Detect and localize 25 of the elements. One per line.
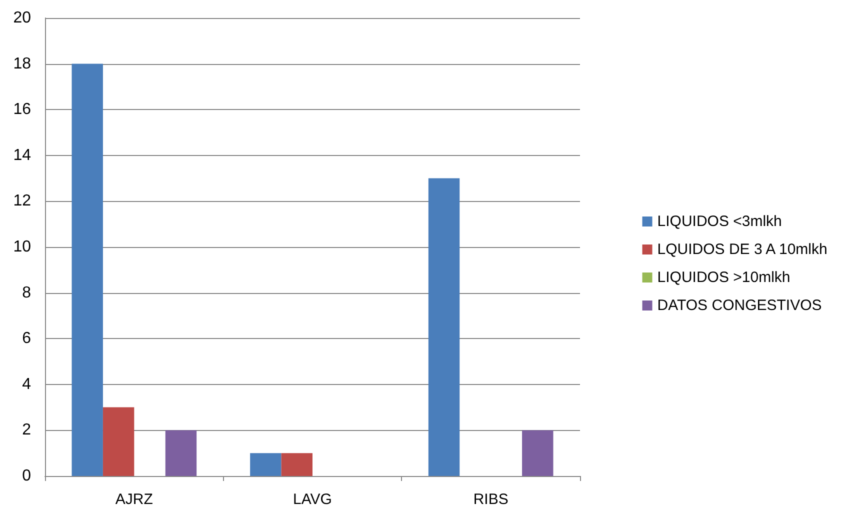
y-tick-label: 4: [22, 376, 32, 393]
bar: [102, 407, 134, 476]
bar: [522, 430, 554, 476]
x-tick-label: AJRZ: [115, 491, 153, 508]
bar: [250, 453, 282, 476]
legend-label: LIQUIDOS >10mlkh: [657, 269, 790, 286]
y-tick-label: 18: [13, 55, 32, 72]
bar: [428, 178, 460, 476]
y-tick-label: 10: [13, 238, 32, 256]
legend-label: LIQUIDOS <3mlkh: [657, 213, 782, 230]
y-tick-label: 12: [13, 192, 32, 210]
y-tick-label: 0: [22, 468, 32, 484]
y-tick-label: 6: [22, 330, 32, 348]
bar: [72, 64, 103, 476]
y-tick-label: 8: [22, 284, 32, 302]
legend-label: DATOS CONGESTIVOS: [657, 297, 822, 314]
legend-label: LQUIDOS DE 3 A 10mlkh: [657, 241, 828, 258]
y-tick-label: 20: [13, 10, 32, 26]
x-tick-label: RIBS: [473, 491, 508, 508]
y-tick-label: 2: [22, 422, 32, 439]
y-tick-label: 14: [13, 146, 32, 164]
bar: [281, 453, 312, 476]
bar: [165, 430, 197, 476]
y-tick-label: 16: [13, 101, 32, 118]
x-tick-label: LAVG: [293, 491, 332, 508]
